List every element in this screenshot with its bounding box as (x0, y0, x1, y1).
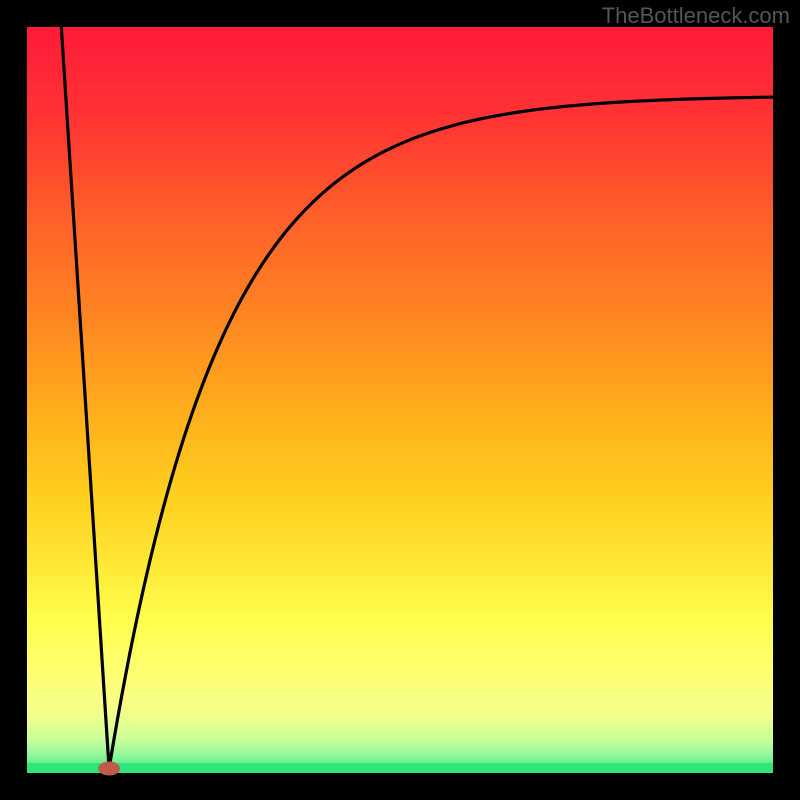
attribution-text: TheBottleneck.com (602, 3, 790, 28)
bottom-strip (27, 763, 773, 773)
bottleneck-chart: TheBottleneck.com (0, 0, 800, 800)
gradient-background (27, 27, 773, 773)
optimal-point-marker (98, 762, 120, 776)
